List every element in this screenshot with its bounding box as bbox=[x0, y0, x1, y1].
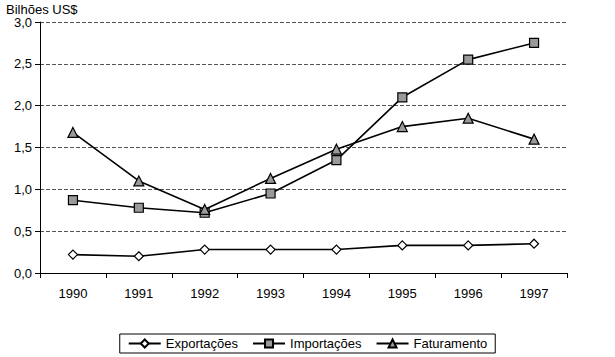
svg-text:1995: 1995 bbox=[388, 286, 417, 301]
svg-text:2,5: 2,5 bbox=[14, 56, 32, 71]
svg-text:1993: 1993 bbox=[256, 286, 285, 301]
svg-text:Exportações: Exportações bbox=[166, 336, 239, 351]
svg-text:0,5: 0,5 bbox=[14, 224, 32, 239]
svg-text:1996: 1996 bbox=[454, 286, 483, 301]
svg-text:3,0: 3,0 bbox=[14, 15, 32, 30]
svg-text:1992: 1992 bbox=[190, 286, 219, 301]
svg-text:2,0: 2,0 bbox=[14, 98, 32, 113]
svg-text:Bilhões US$: Bilhões US$ bbox=[6, 1, 78, 17]
svg-text:1,5: 1,5 bbox=[14, 140, 32, 155]
svg-text:1991: 1991 bbox=[124, 286, 153, 301]
svg-text:Faturamento: Faturamento bbox=[414, 336, 488, 351]
svg-text:1994: 1994 bbox=[322, 286, 351, 301]
svg-text:1,0: 1,0 bbox=[14, 182, 32, 197]
svg-text:0,0: 0,0 bbox=[14, 266, 32, 281]
svg-text:Importações: Importações bbox=[290, 336, 362, 351]
svg-text:1990: 1990 bbox=[58, 286, 87, 301]
svg-text:1997: 1997 bbox=[520, 286, 549, 301]
